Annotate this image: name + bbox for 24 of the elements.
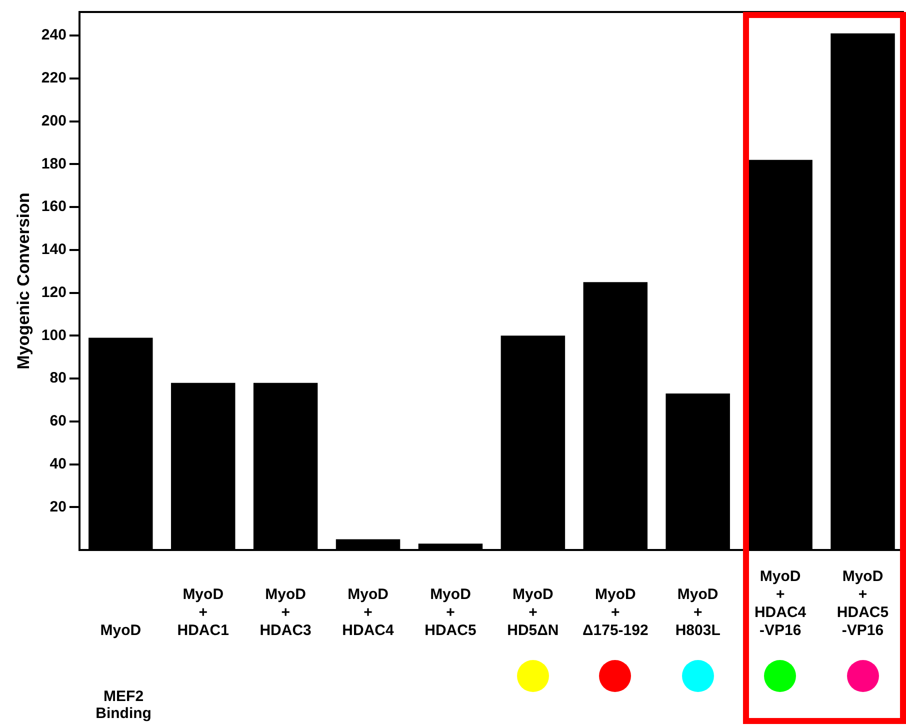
y-tick-label: 80: [50, 370, 66, 387]
x-tick-label: MyoD + HD5ΔN: [507, 586, 559, 640]
y-tick-label: 40: [50, 455, 66, 472]
x-tick-label: MyoD + HDAC1: [177, 586, 229, 640]
x-tick-label: MyoD + H803L: [675, 586, 720, 640]
y-tick-label: 20: [50, 498, 66, 516]
y-tick-label: 100: [41, 326, 66, 344]
y-axis-title: Myogenic Conversion: [14, 192, 33, 370]
x-tick-label: MyoD + Δ175-192: [582, 586, 648, 640]
x-tick-label: MyoD + HDAC5 -VP16: [836, 568, 889, 640]
x-tick-label: MyoD + HDAC5: [424, 586, 476, 640]
y-tick-label: 140: [41, 241, 66, 258]
x-tick-label: MyoD + HDAC3: [260, 586, 312, 640]
y-tick-label: 180: [41, 155, 66, 172]
y-tick-label: 120: [41, 284, 66, 301]
x-tick-label: MyoD + HDAC4 -VP16: [754, 568, 807, 640]
x-tick-label: MyoD: [100, 622, 142, 640]
y-tick-label: 240: [41, 26, 66, 44]
y-tick-label: 160: [41, 198, 66, 216]
y-tick-label: 60: [50, 412, 66, 430]
y-tick-label: 200: [41, 112, 66, 130]
text: MEF2 Binding: [96, 688, 152, 722]
y-tick-label: 220: [41, 70, 66, 87]
x-tick-label: MyoD + HDAC4: [342, 586, 395, 640]
